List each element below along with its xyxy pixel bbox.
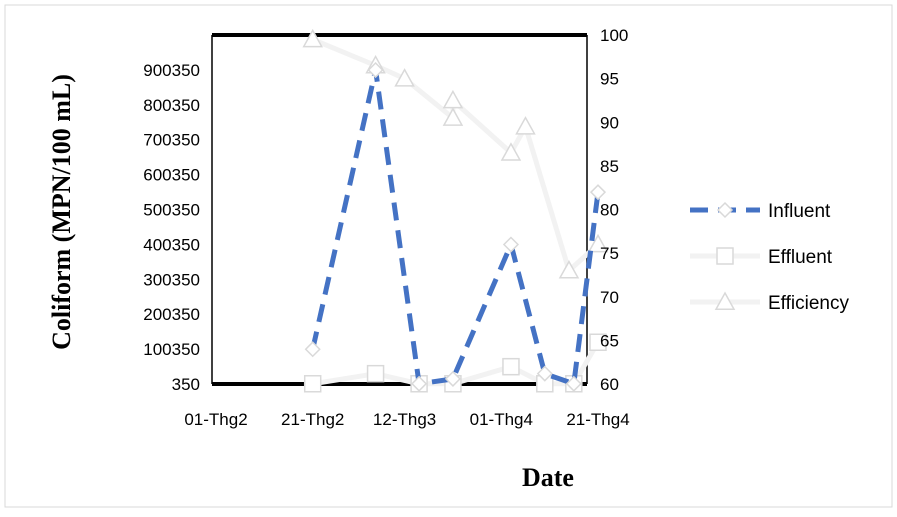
y-left-tick-label: 800350 bbox=[143, 96, 200, 115]
series-line-influent bbox=[310, 67, 601, 387]
y-left-tick-label: 900350 bbox=[143, 61, 200, 80]
diamond-marker bbox=[502, 236, 520, 253]
y-right-tick-label: 70 bbox=[600, 288, 619, 307]
triangle-marker bbox=[442, 89, 464, 109]
triangle-marker bbox=[442, 107, 464, 126]
series-influent bbox=[304, 61, 607, 392]
y-left-tick-label: 300350 bbox=[143, 270, 200, 289]
diamond-marker bbox=[367, 61, 384, 79]
diamond-marker bbox=[304, 341, 321, 358]
triangle-marker bbox=[394, 68, 415, 87]
y-axis-title: Coliform (MPN/100 mL) bbox=[47, 74, 76, 350]
legend-label: Influent bbox=[768, 201, 831, 222]
legend-item-influent: Influent bbox=[690, 201, 831, 222]
y-right-tick-label: 80 bbox=[600, 201, 619, 220]
series-efficiency bbox=[302, 28, 609, 279]
y-left-tick-label: 500350 bbox=[143, 201, 200, 220]
y-left-tick-label: 400350 bbox=[143, 235, 200, 254]
y-left-tick-label: 350 bbox=[172, 375, 200, 394]
y-left-tick-label: 200350 bbox=[143, 305, 200, 324]
square-marker bbox=[502, 357, 520, 376]
right-axis-ticks: 60 65 70 75 80 85 90 95 100 bbox=[600, 26, 628, 394]
x-tick-label: 21-Thg4 bbox=[566, 410, 629, 429]
diamond-marker bbox=[589, 184, 607, 201]
x-tick-label: 01-Thg2 bbox=[184, 410, 247, 429]
y-left-tick-label: 600350 bbox=[143, 166, 200, 185]
legend: Influent Effluent Efficiency bbox=[690, 201, 849, 314]
legend-item-efficiency: Efficiency bbox=[690, 291, 849, 314]
triangle-marker bbox=[587, 233, 609, 253]
y-right-tick-label: 65 bbox=[600, 331, 619, 350]
diamond-marker bbox=[716, 201, 734, 219]
y-right-tick-label: 90 bbox=[600, 113, 619, 132]
triangle-marker bbox=[500, 142, 522, 161]
triangle-marker bbox=[558, 260, 580, 279]
y-right-tick-label: 85 bbox=[600, 157, 619, 176]
x-tick-label: 21-Thg2 bbox=[281, 410, 344, 429]
y-right-tick-label: 95 bbox=[600, 70, 619, 89]
square-marker bbox=[303, 375, 322, 393]
x-tick-label: 01-Thg4 bbox=[470, 410, 533, 429]
triangle-marker bbox=[302, 28, 323, 48]
x-axis-title: Date bbox=[522, 463, 574, 492]
diamond-marker bbox=[444, 370, 461, 387]
y-right-tick-label: 75 bbox=[600, 244, 619, 263]
x-axis-ticks: 01-Thg2 21-Thg2 12-Thg3 01-Thg4 21-Thg4 bbox=[184, 410, 629, 429]
legend-item-effluent: Effluent bbox=[690, 247, 833, 268]
y-left-tick-label: 100350 bbox=[143, 340, 200, 359]
diamond-marker bbox=[536, 365, 553, 382]
y-right-tick-label: 100 bbox=[600, 26, 628, 45]
diamond-marker bbox=[411, 375, 428, 392]
triangle-marker bbox=[515, 116, 536, 135]
y-left-tick-label: 700350 bbox=[143, 131, 200, 150]
diamond-marker bbox=[565, 375, 582, 392]
plot-frame bbox=[211, 33, 588, 386]
square-marker bbox=[366, 364, 385, 383]
legend-label: Effluent bbox=[768, 247, 833, 268]
series-layer bbox=[302, 28, 609, 393]
triangle-marker bbox=[714, 291, 736, 310]
legend-label: Efficiency bbox=[768, 293, 849, 314]
square-marker bbox=[716, 247, 734, 265]
x-tick-label: 12-Thg3 bbox=[373, 410, 436, 429]
left-axis-ticks: 350 100350 200350 300350 400350 500350 600350 7… bbox=[143, 61, 200, 394]
square-marker bbox=[589, 333, 607, 351]
y-right-tick-label: 60 bbox=[600, 375, 619, 394]
